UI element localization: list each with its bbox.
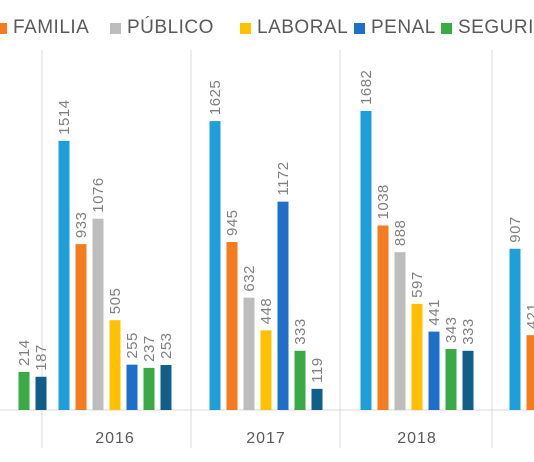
bar-series-0-cat-4	[509, 248, 521, 410]
data-label-series-4-cat-2: 1172	[275, 161, 292, 195]
bar-series-4-cat-1	[126, 364, 138, 410]
legend-swatch-1	[0, 22, 7, 34]
data-label-series-1-cat-4: 421	[524, 303, 534, 330]
bar-series-1-cat-2	[226, 242, 238, 410]
bar-series-4-cat-3	[428, 331, 440, 410]
bar-series-1-cat-3	[377, 225, 389, 410]
data-label-series-0-cat-4: 907	[507, 216, 524, 243]
data-label-series-0-cat-3: 1682	[358, 70, 375, 105]
data-label-series-4-cat-3: 441	[426, 299, 443, 326]
legend-item-5: SEGURI	[441, 14, 534, 42]
legend-item-1: FAMILIA	[0, 14, 89, 42]
legend-label-1: FAMILIA	[13, 17, 90, 38]
bar-series-6-cat-1	[160, 365, 172, 410]
bar-series-0-cat-3	[360, 110, 372, 410]
data-label-series-0-cat-1: 1514	[56, 99, 73, 134]
x-tick-label-3: 2018	[397, 430, 437, 447]
legend-swatch-4	[354, 22, 365, 34]
bar-series-3-cat-2	[260, 330, 272, 410]
legend-label-4: PENAL	[371, 17, 436, 38]
x-tick-label-2: 2017	[246, 430, 286, 447]
legend-label-3: LABORAL	[257, 17, 349, 38]
data-label-series-2-cat-1: 1076	[90, 177, 107, 212]
bar-series-5-cat-0	[18, 371, 30, 410]
data-label-series-1-cat-3: 1038	[375, 184, 392, 219]
data-label-series-4-cat-1: 255	[124, 332, 141, 359]
bar-series-5-cat-2	[294, 350, 306, 410]
data-label-series-1-cat-1: 933	[73, 212, 90, 239]
bar-series-6-cat-0	[35, 376, 47, 410]
bar-series-5-cat-1	[143, 367, 155, 410]
data-label-series-5-cat-3: 343	[443, 316, 460, 343]
bar-series-5-cat-3	[445, 349, 457, 410]
data-label-series-6-cat-3: 333	[460, 318, 477, 345]
chart-legend: FAMILIA PÚBLICO LABORAL PENAL SEGURI	[0, 14, 534, 42]
data-label-series-0-cat-2: 1625	[207, 80, 224, 115]
bar-series-1-cat-4	[526, 335, 534, 410]
data-label-series-5-cat-0: 214	[16, 339, 33, 366]
x-tick-label-1: 2016	[95, 430, 135, 447]
data-label-series-6-cat-1: 253	[158, 332, 175, 359]
data-label-series-6-cat-0: 187	[33, 344, 50, 371]
bar-series-3-cat-1	[109, 320, 121, 410]
data-label-series-2-cat-2: 632	[241, 265, 258, 292]
legend-label-5: SEGURI	[458, 17, 534, 38]
legend-swatch-5	[441, 22, 452, 34]
legend-swatch-2	[110, 22, 121, 34]
bar-series-3-cat-3	[411, 303, 423, 410]
legend-label-2: PÚBLICO	[127, 17, 214, 38]
bar-series-1-cat-1	[75, 244, 87, 410]
bar-series-2-cat-2	[243, 297, 255, 410]
data-label-series-5-cat-2: 333	[292, 318, 309, 345]
data-label-series-6-cat-2: 119	[309, 357, 326, 382]
bar-series-6-cat-2	[311, 388, 323, 410]
data-label-series-1-cat-2: 945	[224, 209, 241, 236]
data-label-series-5-cat-1: 237	[141, 335, 158, 362]
legend-swatch-3	[240, 22, 251, 34]
data-label-series-3-cat-2: 448	[258, 298, 275, 325]
bar-series-4-cat-2	[277, 201, 289, 410]
bar-series-2-cat-3	[394, 252, 406, 410]
bar-series-0-cat-1	[58, 140, 70, 410]
bar-series-6-cat-3	[462, 350, 474, 410]
bar-series-0-cat-2	[209, 121, 221, 411]
legend-item-3: LABORAL	[240, 14, 348, 42]
data-label-series-3-cat-3: 597	[409, 271, 426, 298]
bar-series-2-cat-1	[92, 218, 104, 410]
data-label-series-2-cat-3: 888	[392, 220, 409, 247]
data-label-series-3-cat-1: 505	[107, 288, 124, 315]
legend-item-2: PÚBLICO	[110, 14, 214, 42]
legend-item-4: PENAL	[354, 14, 436, 42]
